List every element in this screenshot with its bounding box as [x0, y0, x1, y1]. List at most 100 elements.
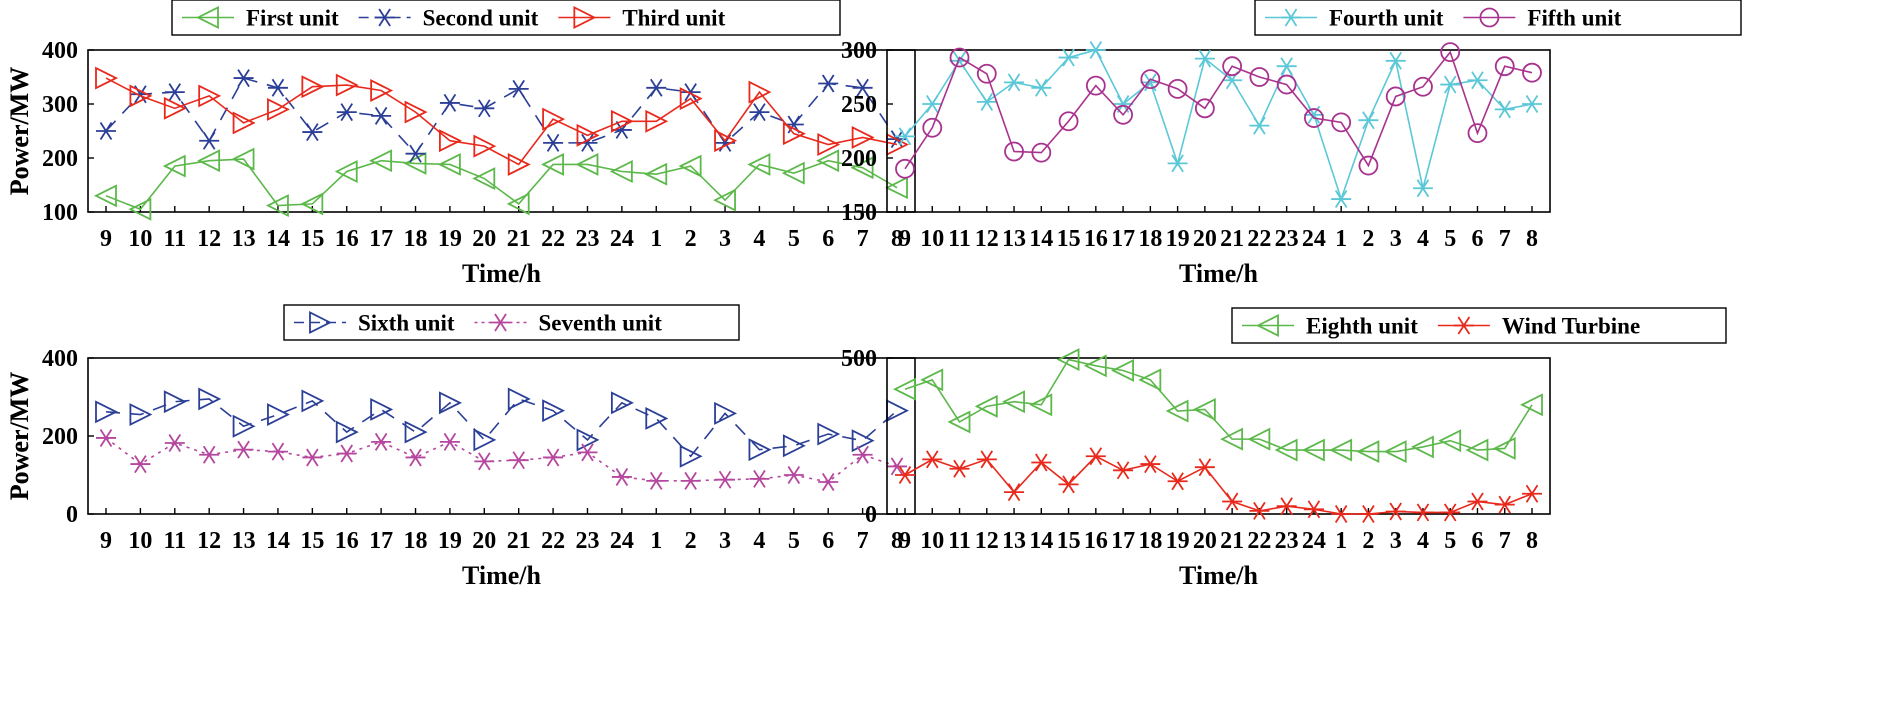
- x-tick-label: 21: [507, 226, 531, 252]
- x-tick-label: 9: [100, 226, 112, 252]
- x-tick-label: 8: [1526, 528, 1538, 554]
- data-point: [1194, 458, 1215, 477]
- data-point: [233, 440, 254, 459]
- data-point: [576, 123, 600, 147]
- legend-entry: Second unit: [423, 6, 539, 31]
- x-tick-label: 15: [300, 226, 324, 252]
- series-third-unit: [95, 66, 910, 176]
- data-point: [887, 457, 907, 476]
- y-tick-label: 300: [841, 38, 877, 64]
- data-point: [1331, 112, 1352, 133]
- data-point: [472, 167, 496, 190]
- data-point: [404, 420, 428, 444]
- x-tick-label: 9: [899, 226, 911, 252]
- data-point: [1494, 56, 1515, 77]
- data-point: [1192, 398, 1216, 421]
- x-tick-label: 10: [128, 226, 152, 252]
- legend-entry: Sixth unit: [358, 311, 455, 336]
- data-point: [1440, 42, 1461, 63]
- legend-marker: [195, 6, 219, 29]
- data-point: [405, 448, 426, 467]
- data-point: [1249, 67, 1270, 87]
- y-axis-label: Power/MW: [5, 372, 34, 501]
- legend-marker: [1453, 316, 1474, 335]
- data-point: [884, 176, 908, 200]
- x-tick-label: 8: [1526, 226, 1538, 252]
- x-tick-label: 20: [1193, 528, 1217, 554]
- x-axis-label: Time/h: [462, 259, 542, 288]
- x-tick-label: 13: [1002, 226, 1026, 252]
- x-tick-label: 12: [975, 528, 999, 554]
- series-line: [904, 50, 1533, 170]
- x-tick-label: 14: [1029, 528, 1053, 554]
- legend-entry: Third unit: [622, 6, 725, 31]
- data-point: [405, 144, 426, 163]
- data-point: [818, 74, 839, 93]
- data-point: [543, 448, 564, 467]
- data-point: [403, 151, 427, 175]
- data-point: [1222, 492, 1243, 511]
- x-tick-label: 7: [857, 528, 869, 554]
- legend-marker: [573, 6, 597, 29]
- x-tick-label: 3: [719, 528, 731, 554]
- x-tick-label: 12: [197, 528, 221, 554]
- x-tick-label: 13: [232, 226, 256, 252]
- x-tick-label: 17: [1111, 528, 1135, 554]
- data-point: [818, 473, 839, 492]
- x-tick-label: 18: [404, 226, 428, 252]
- x-tick-label: 16: [335, 528, 359, 554]
- data-point: [1249, 501, 1270, 520]
- data-point: [922, 450, 943, 469]
- data-point: [335, 73, 359, 97]
- x-tick-label: 4: [753, 226, 765, 252]
- data-point: [336, 103, 357, 122]
- data-point: [199, 445, 220, 464]
- data-point: [439, 93, 460, 112]
- data-point: [680, 83, 701, 102]
- data-point: [645, 109, 669, 133]
- x-tick-label: 24: [1302, 226, 1326, 252]
- legend-box: [171, 0, 841, 36]
- y-tick-label: 400: [42, 38, 78, 64]
- data-point: [1140, 69, 1161, 90]
- data-point: [267, 97, 290, 121]
- x-tick-label: 8: [891, 226, 903, 252]
- data-point: [715, 470, 736, 489]
- data-point: [1085, 75, 1106, 96]
- data-point: [748, 438, 772, 462]
- x-tick-label: 6: [1471, 528, 1483, 554]
- x-tick-label: 4: [1417, 226, 1429, 252]
- x-axis-label: Time/h: [462, 561, 542, 590]
- data-point: [96, 122, 116, 140]
- x-tick-label: 15: [1057, 528, 1081, 554]
- data-point: [920, 368, 944, 392]
- data-point: [817, 422, 841, 446]
- x-tick-label: 5: [1444, 528, 1456, 554]
- x-tick-label: 24: [1302, 528, 1326, 554]
- data-point: [129, 403, 153, 427]
- data-point: [473, 134, 497, 158]
- data-point: [850, 156, 874, 180]
- data-point: [1222, 56, 1243, 77]
- x-tick-label: 18: [1138, 226, 1162, 252]
- y-tick-label: 250: [841, 92, 877, 118]
- data-point: [1113, 461, 1134, 480]
- data-point: [1031, 78, 1052, 97]
- data-point: [1140, 455, 1161, 474]
- data-point: [646, 471, 667, 490]
- x-tick-label: 17: [369, 528, 393, 554]
- plot-frame: [87, 49, 916, 213]
- data-point: [1467, 492, 1488, 511]
- series-seventh-unit: [96, 428, 907, 492]
- data-point: [439, 129, 462, 153]
- data-point: [947, 410, 971, 434]
- data-point: [507, 153, 531, 176]
- data-point: [1056, 348, 1080, 372]
- data-point: [1413, 76, 1433, 97]
- data-point: [922, 95, 943, 113]
- legend-marker: [309, 311, 333, 334]
- series-line: [904, 358, 1533, 453]
- data-point: [1301, 438, 1325, 462]
